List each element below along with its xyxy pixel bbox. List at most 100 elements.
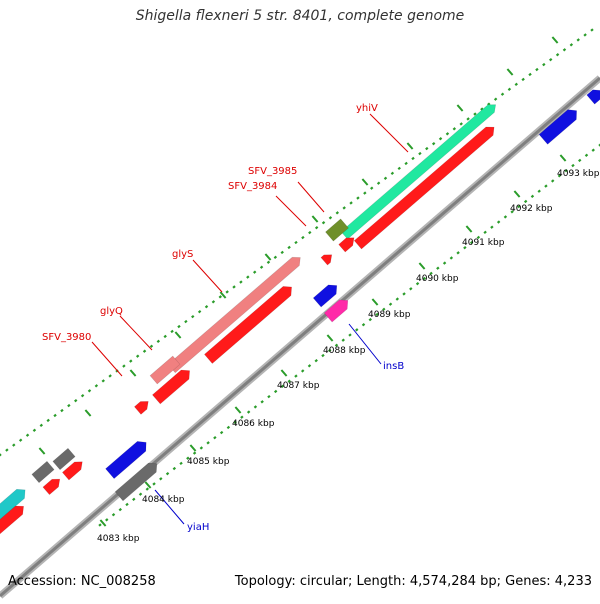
gene-label-glyS[interactable]: glyS: [172, 249, 193, 260]
kbp-label: 4084 kbp: [142, 495, 185, 505]
inner-dotted-tick: [415, 281, 420, 286]
inner-major-tick: [371, 298, 379, 306]
kbp-label: 4091 kbp: [462, 238, 505, 248]
gene-label-SFV_3984[interactable]: SFV_3984: [228, 181, 277, 192]
gene-glyQ-red[interactable]: [152, 369, 190, 405]
inner-dotted-tick: [186, 456, 190, 460]
gene-SFV_3984[interactable]: [338, 237, 355, 253]
inner-dotted-tick: [206, 441, 210, 445]
inner-dotted-tick: [442, 261, 447, 265]
outer-major-tick: [264, 253, 272, 261]
leader-SFV_3985: [297, 181, 325, 213]
gene-label-insB[interactable]: insB: [383, 361, 404, 372]
inner-dotted-tick: [246, 410, 251, 414]
gene-red-left-a[interactable]: [61, 461, 83, 481]
outer-major-tick: [219, 291, 227, 299]
gene-blue-lower[interactable]: [105, 441, 147, 480]
inner-dotted-tick: [496, 220, 501, 224]
outer-dotted-tick: [246, 275, 250, 279]
inner-dotted-tick: [483, 230, 487, 234]
gene-gray-a[interactable]: [52, 447, 76, 471]
inner-dotted-tick: [517, 204, 521, 209]
gene-label-SFV_3980[interactable]: SFV_3980: [42, 332, 91, 343]
outer-dotted-tick: [383, 176, 388, 180]
outer-dotted-tick: [74, 398, 78, 403]
gene-glyQ-part[interactable]: [149, 355, 181, 385]
outer-dotted-tick: [308, 230, 312, 235]
gene-SFV_3980[interactable]: [134, 401, 149, 415]
outer-dotted-tick: [18, 438, 23, 442]
gene-label-glyQ[interactable]: glyQ: [100, 306, 123, 317]
outer-dotted-tick: [5, 448, 9, 452]
outer-dotted-tick: [514, 82, 518, 87]
inner-dotted-tick: [341, 338, 345, 342]
gene-red-left-b[interactable]: [42, 478, 61, 496]
outer-dotted-tick: [493, 97, 498, 101]
inner-dotted-tick: [456, 251, 460, 255]
gene-yiaH[interactable]: [114, 462, 158, 502]
outer-dotted-tick: [555, 53, 560, 57]
labels-layer: 4083 kbp 4084 kbp 4085 kbp 4086 kbp 4087…: [42, 103, 600, 544]
outer-dotted-tick: [156, 339, 161, 344]
outer-dotted-tick: [177, 324, 181, 329]
outer-dotted-tick: [259, 265, 264, 269]
gene-insB[interactable]: [323, 299, 349, 323]
inner-dotted-tick: [307, 364, 312, 368]
outer-dotted-tick: [287, 245, 291, 250]
gene-SFV_3985[interactable]: [325, 218, 349, 242]
outer-major-tick: [129, 369, 137, 377]
outer-dotted-tick: [431, 141, 436, 146]
outer-dotted-tick: [521, 77, 525, 82]
outer-dotted-tick: [170, 329, 174, 334]
map-title: Shigella flexneri 5 str. 8401, complete …: [135, 8, 465, 24]
inner-dotted-tick: [409, 287, 413, 291]
outer-dotted-tick: [542, 62, 546, 67]
inner-dotted-tick: [233, 420, 237, 424]
tick-marks-layer: [0, 28, 600, 527]
inner-dotted-tick: [334, 343, 339, 347]
gene-cyan[interactable]: [0, 489, 26, 520]
outer-dotted-tick: [507, 87, 512, 91]
gene-blue-edge[interactable]: [586, 89, 600, 105]
gene-label-yiaH[interactable]: yiaH: [187, 522, 209, 533]
inner-major-tick: [234, 406, 242, 414]
gene-insB-blue[interactable]: [312, 284, 338, 308]
gene-label-SFV_3985[interactable]: SFV_3985: [248, 166, 297, 177]
inner-dotted-tick: [240, 415, 244, 419]
kbp-label: 4093 kbp: [557, 169, 600, 179]
genome-backbone-core: [0, 76, 600, 598]
kbp-label: 4089 kbp: [368, 310, 411, 320]
gene-gray-b[interactable]: [31, 460, 55, 484]
outer-dotted-tick: [239, 280, 243, 284]
inner-dotted-tick: [98, 523, 102, 527]
outer-dotted-tick: [163, 334, 167, 339]
inner-dotted-tick: [355, 328, 359, 332]
gene-yhiV[interactable]: [340, 104, 497, 240]
gene-glyS-red[interactable]: [204, 286, 292, 364]
gene-red-left-c[interactable]: [0, 505, 24, 535]
leader-glyQ: [119, 315, 153, 351]
inner-dotted-tick: [469, 240, 474, 245]
outer-dotted-tick: [397, 166, 401, 171]
outer-dotted-tick: [80, 394, 85, 398]
inner-dotted-tick: [388, 302, 393, 306]
gene-glyS-glyQ[interactable]: [167, 256, 301, 374]
outer-dotted-tick: [184, 319, 188, 324]
inner-dotted-tick: [273, 389, 278, 394]
inner-dotted-tick: [226, 425, 231, 430]
outer-dotted-tick: [94, 384, 99, 388]
gene-label-yhiV[interactable]: yhiV: [356, 103, 378, 114]
outer-dotted-tick: [535, 67, 539, 72]
gene-small-red[interactable]: [320, 254, 333, 266]
outer-dotted-tick: [191, 314, 195, 319]
gene-red-long[interactable]: [353, 126, 495, 250]
inner-major-tick: [99, 519, 107, 527]
gene-blue-upper[interactable]: [538, 109, 577, 145]
inner-dotted-tick: [145, 487, 150, 491]
inner-dotted-tick: [253, 405, 258, 409]
outer-dotted-tick: [149, 344, 154, 348]
outer-major-tick: [406, 142, 414, 150]
inner-major-tick: [418, 262, 426, 270]
inner-major-tick: [513, 190, 521, 198]
